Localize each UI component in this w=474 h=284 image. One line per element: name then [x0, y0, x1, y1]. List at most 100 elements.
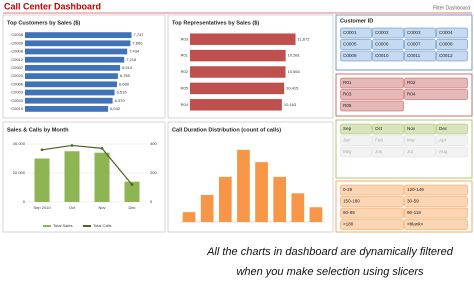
category-label: C0012: [11, 57, 24, 62]
slicer-item[interactable]: [340, 123, 372, 135]
slicer-item[interactable]: [340, 219, 404, 230]
slicer-item-label[interactable]: 0-29: [343, 187, 353, 192]
slicer-item[interactable]: [340, 39, 372, 50]
slicer-item-label[interactable]: Dec: [439, 126, 448, 131]
value-label: 7,434: [129, 49, 140, 54]
legend-swatch: [83, 225, 91, 227]
slicer-item-label[interactable]: C0004: [439, 30, 453, 35]
slicer-item[interactable]: [404, 219, 468, 230]
slicer-item-label[interactable]: C0009: [343, 53, 357, 58]
slicer-item[interactable]: [404, 50, 436, 62]
slicer-item[interactable]: [436, 146, 468, 158]
value-label: 10,415: [286, 85, 299, 90]
slicer-item[interactable]: [404, 89, 468, 100]
slicer-item-label[interactable]: >180: [343, 222, 354, 227]
y-tick-label: 0: [23, 199, 26, 204]
slicer-item[interactable]: [340, 146, 372, 158]
filter-label[interactable]: Filter Dashboard: [433, 5, 470, 11]
slicer-item-label[interactable]: C0012: [439, 53, 453, 58]
marker: [40, 148, 44, 152]
slicer-item[interactable]: [372, 123, 404, 135]
slicer-item[interactable]: [340, 27, 372, 39]
slicer-item[interactable]: [404, 184, 468, 196]
slicer-item[interactable]: [340, 207, 404, 219]
slicer-item-label[interactable]: 90-119: [407, 210, 421, 215]
slicer-item-label[interactable]: Nov: [407, 126, 416, 131]
slicer-item[interactable]: [404, 207, 468, 219]
slicer-item[interactable]: [436, 123, 468, 135]
bar: [25, 97, 113, 104]
slicer-item-label[interactable]: C0005: [343, 42, 357, 47]
chart-panel: [167, 121, 334, 233]
slicer-item-label[interactable]: 30-59: [407, 199, 419, 204]
slicer-item[interactable]: [340, 89, 404, 100]
slicer-item-label[interactable]: R01: [343, 80, 352, 85]
slicer-item[interactable]: [340, 50, 372, 62]
slicer-item[interactable]: [372, 39, 404, 50]
caption: All the charts in dashboard are dynamica…: [206, 246, 454, 258]
caption: when you make selection using slicers: [236, 266, 424, 278]
legend-swatch: [43, 225, 51, 227]
slicer-item-label[interactable]: C0011: [407, 53, 421, 58]
slicer-item[interactable]: [340, 184, 404, 196]
slicer-item[interactable]: [436, 50, 468, 62]
slicer-item-label[interactable]: C0008: [439, 42, 453, 47]
y2-tick-label: 0: [150, 199, 153, 204]
slicer-item[interactable]: [436, 27, 468, 39]
slicer-item-label[interactable]: Aug: [439, 149, 448, 154]
slicer-item[interactable]: [404, 146, 436, 158]
slicer-item-label[interactable]: C0007: [407, 42, 421, 47]
slicer-item-label[interactable]: C0003: [407, 30, 421, 35]
slicer-item[interactable]: [340, 100, 404, 112]
slicer-item-label[interactable]: Apr: [439, 138, 447, 143]
slicer-item-label[interactable]: May: [343, 149, 352, 154]
value-label: 6,914: [122, 65, 133, 70]
chart-panel: [2, 121, 166, 233]
bar: [25, 56, 125, 63]
category-label: C0039: [11, 40, 24, 45]
bar: [255, 162, 268, 222]
slicer-item-label[interactable]: R04: [407, 92, 416, 97]
bar: [190, 66, 286, 78]
slicer-item-label[interactable]: 150-180: [343, 199, 360, 204]
slicer-item-label[interactable]: 120-149: [407, 187, 424, 192]
slicer-item[interactable]: [404, 196, 468, 207]
slicer-item-label[interactable]: C0002: [375, 30, 389, 35]
slicer-item-label[interactable]: R02: [407, 80, 416, 85]
slicer-item-label[interactable]: Jul: [407, 149, 413, 154]
slicer-item-label[interactable]: <blank>: [407, 222, 424, 227]
bar: [182, 212, 196, 222]
slicer-item[interactable]: [340, 135, 372, 146]
slicer-item[interactable]: [404, 135, 436, 146]
slicer-item[interactable]: [340, 196, 404, 207]
slicer-item[interactable]: [436, 135, 468, 146]
slicer-item-label[interactable]: Mar: [407, 138, 415, 143]
slicer-item[interactable]: [372, 50, 404, 62]
slicer-item[interactable]: [404, 123, 436, 135]
slicer-item[interactable]: [372, 146, 404, 158]
slicer-item-label[interactable]: 60-89: [343, 210, 355, 215]
slicer-item[interactable]: [340, 77, 404, 89]
chart-title: Top Representatives by Sales ($): [172, 20, 259, 26]
slicer-item-label[interactable]: C0001: [343, 30, 357, 35]
bar: [25, 32, 132, 38]
slicer-item-label[interactable]: C0006: [375, 42, 389, 47]
slicer-item[interactable]: [404, 39, 436, 50]
slicer-item[interactable]: [372, 135, 404, 146]
bar: [291, 193, 305, 222]
category-label: C0038: [11, 32, 24, 37]
slicer-item[interactable]: [404, 77, 468, 89]
slicer-item-label[interactable]: R05: [343, 103, 352, 108]
bar: [25, 81, 117, 88]
slicer-item[interactable]: [372, 27, 404, 39]
slicer-item-label[interactable]: Oct: [375, 126, 383, 131]
slicer-item-label[interactable]: Jun: [375, 149, 383, 154]
slicer-item-label[interactable]: R03: [343, 92, 352, 97]
slicer-item-label[interactable]: Jan: [343, 138, 351, 143]
slicer-item[interactable]: [436, 39, 468, 50]
slicer-item-label[interactable]: Sep: [343, 126, 352, 131]
slicer-item-label[interactable]: C0010: [375, 53, 389, 58]
slicer-item-label[interactable]: Feb: [375, 138, 383, 143]
slicer-item[interactable]: [404, 27, 436, 39]
